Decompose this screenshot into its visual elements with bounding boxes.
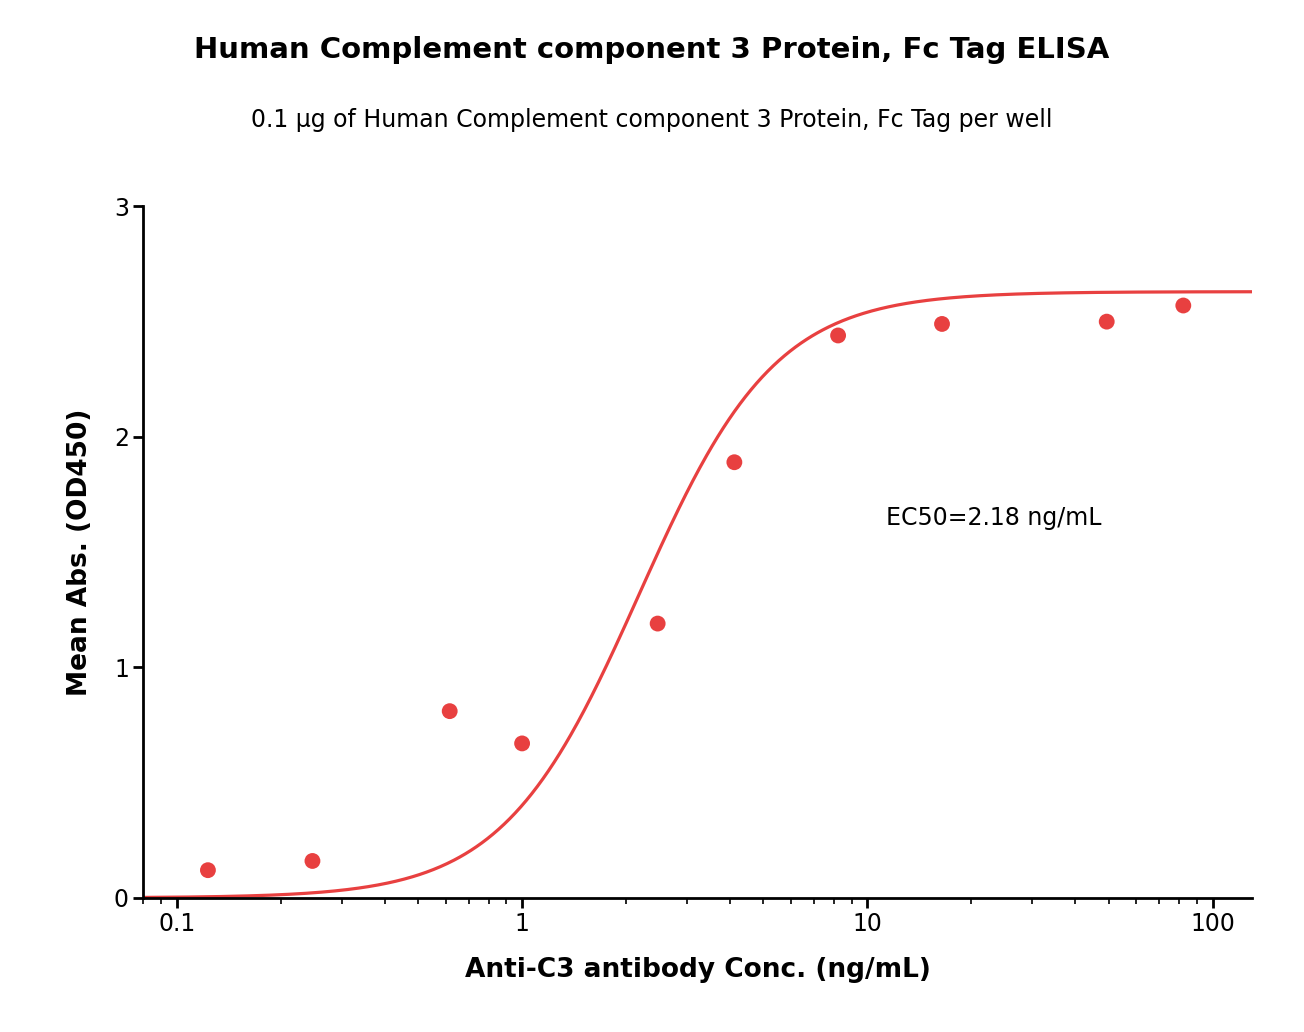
Text: Human Complement component 3 Protein, Fc Tag ELISA: Human Complement component 3 Protein, Fc…: [194, 36, 1110, 64]
X-axis label: Anti-C3 antibody Conc. (ng/mL): Anti-C3 antibody Conc. (ng/mL): [464, 958, 931, 983]
Point: [828, 327, 849, 344]
Y-axis label: Mean Abs. (OD450): Mean Abs. (OD450): [67, 409, 93, 696]
Point: [1097, 314, 1118, 330]
Point: [724, 454, 745, 471]
Point: [511, 735, 532, 751]
Text: EC50=2.18 ng/mL: EC50=2.18 ng/mL: [887, 506, 1102, 529]
Text: 0.1 μg of Human Complement component 3 Protein, Fc Tag per well: 0.1 μg of Human Complement component 3 P…: [252, 108, 1052, 132]
Point: [303, 852, 323, 869]
Point: [1172, 297, 1193, 314]
Point: [439, 703, 460, 719]
Point: [647, 615, 668, 632]
Point: [197, 862, 218, 878]
Point: [931, 316, 952, 332]
